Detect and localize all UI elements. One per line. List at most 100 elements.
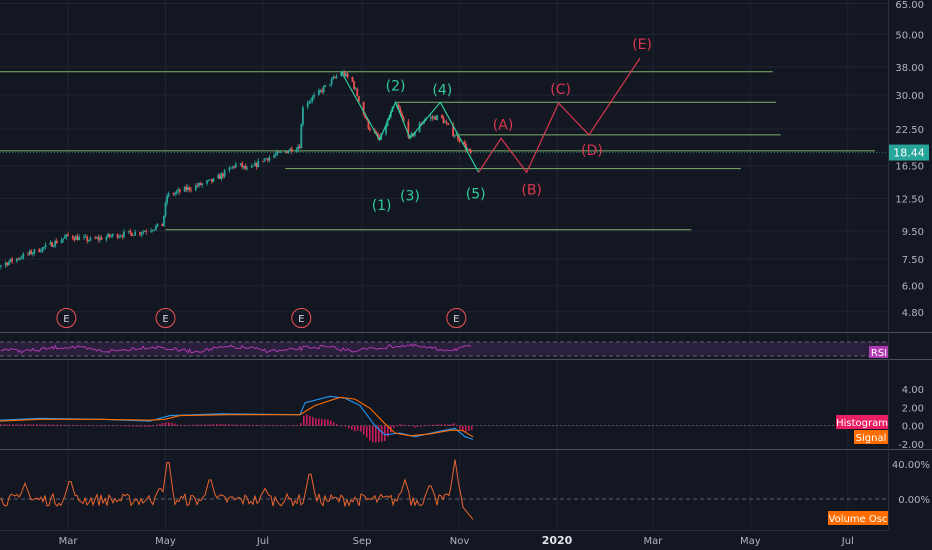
candle-body[interactable] [129,230,132,233]
macd-histogram-bar[interactable] [192,424,194,426]
macd-histogram-bar[interactable] [141,425,143,427]
corrective-wave-label[interactable]: (E) [632,37,652,53]
macd-histogram-bar[interactable] [201,424,203,426]
candle-body[interactable] [15,258,18,262]
candle-body[interactable] [436,115,439,120]
macd-histogram-bar[interactable] [384,425,386,442]
candle-body[interactable] [210,179,213,182]
candle-body[interactable] [234,163,237,168]
macd-histogram-bar[interactable] [435,424,437,426]
candle-body[interactable] [284,151,287,153]
macd-histogram-bar[interactable] [267,425,269,426]
macd-histogram-bar[interactable] [306,414,308,426]
macd-histogram-bar[interactable] [405,424,407,426]
macd-histogram-bar[interactable] [216,424,218,426]
macd-histogram-bar[interactable] [252,424,254,426]
candle-body[interactable] [75,236,77,240]
candle-body[interactable] [463,141,466,145]
candle-body[interactable] [38,249,41,253]
candle-body[interactable] [242,165,245,168]
candle-body[interactable] [322,86,325,92]
macd-histogram-bar[interactable] [303,415,305,426]
candle-body[interactable] [399,109,402,114]
macd-histogram-bar[interactable] [378,425,380,443]
candle-body[interactable] [401,113,403,118]
candle-body[interactable] [51,242,53,247]
macd-histogram-bar[interactable] [66,424,68,426]
macd-histogram-bar[interactable] [276,425,278,426]
macd-histogram-bar[interactable] [75,425,77,426]
macd-histogram-bar[interactable] [411,425,413,427]
macd-histogram-bar[interactable] [441,424,443,426]
macd-histogram-bar[interactable] [168,422,170,426]
macd-histogram-bar[interactable] [132,425,134,427]
impulse-wave-line[interactable] [340,71,480,173]
candle-body[interactable] [418,123,421,133]
candle-body[interactable] [455,134,458,136]
macd-histogram-bar[interactable] [387,425,389,437]
macd-histogram-bar[interactable] [459,425,461,429]
macd-histogram-bar[interactable] [297,425,299,427]
candle-body[interactable] [196,185,199,187]
macd-histogram-bar[interactable] [138,425,140,427]
macd-histogram-bar[interactable] [174,423,176,426]
candle-body[interactable] [207,179,210,181]
candle-body[interactable] [110,235,113,237]
macd-histogram-bar[interactable] [102,425,104,427]
candle-body[interactable] [54,240,57,247]
candle-body[interactable] [78,236,81,241]
candle-body[interactable] [228,167,231,171]
macd-histogram-bar[interactable] [105,425,107,427]
candle-body[interactable] [340,72,343,77]
candle-body[interactable] [250,165,253,168]
candle-body[interactable] [139,232,141,235]
last-price-tag[interactable] [889,144,929,161]
macd-histogram-bar[interactable] [342,425,344,427]
candle-body[interactable] [356,88,359,97]
candle-body[interactable] [274,154,277,156]
candle-body[interactable] [94,237,97,239]
macd-histogram-bar[interactable] [96,425,98,427]
macd-histogram-bar[interactable] [468,425,470,431]
candle-body[interactable] [167,193,170,197]
candle-body[interactable] [289,148,292,152]
candle-body[interactable] [4,262,7,266]
macd-histogram-bar[interactable] [234,424,236,426]
candle-body[interactable] [263,158,266,162]
candle-body[interactable] [198,182,200,186]
candle-body[interactable] [458,139,461,142]
macd-histogram-bar[interactable] [456,425,458,427]
candle-body[interactable] [353,81,355,89]
candle-body[interactable] [134,232,137,236]
macd-histogram-bar[interactable] [189,424,191,426]
candle-body[interactable] [172,193,175,195]
macd-histogram-bar[interactable] [54,424,56,426]
candle-body[interactable] [290,148,293,152]
volume-osc-pane[interactable]: 40.00% 0.00% Volume Osc [0,459,930,525]
candle-body[interactable] [306,103,309,108]
corrective-wave-label[interactable]: (C) [550,82,571,98]
candle-body[interactable] [276,151,279,155]
candle-body[interactable] [319,90,322,92]
macd-histogram-bar[interactable] [339,425,341,427]
candle-body[interactable] [429,117,432,119]
macd-histogram-bar[interactable] [9,424,11,426]
macd-histogram-bar[interactable] [57,424,59,426]
candle-body[interactable] [39,251,42,253]
macd-histogram-bar[interactable] [81,425,83,426]
candle-body[interactable] [151,230,154,232]
macd-histogram-bar[interactable] [69,425,71,426]
candle-body[interactable] [95,237,98,239]
macd-histogram-bar[interactable] [84,425,86,426]
candle-body[interactable] [386,119,389,127]
macd-histogram-bar[interactable] [225,424,227,426]
macd-histogram-bar[interactable] [45,424,47,426]
macd-histogram-bar[interactable] [72,425,74,426]
candle-body[interactable] [99,237,101,240]
rsi-pane[interactable]: RSI [0,341,889,359]
candle-body[interactable] [465,144,467,150]
candle-body[interactable] [20,258,23,259]
macd-histogram-bar[interactable] [354,425,356,432]
macd-histogram-bar[interactable] [3,424,5,426]
